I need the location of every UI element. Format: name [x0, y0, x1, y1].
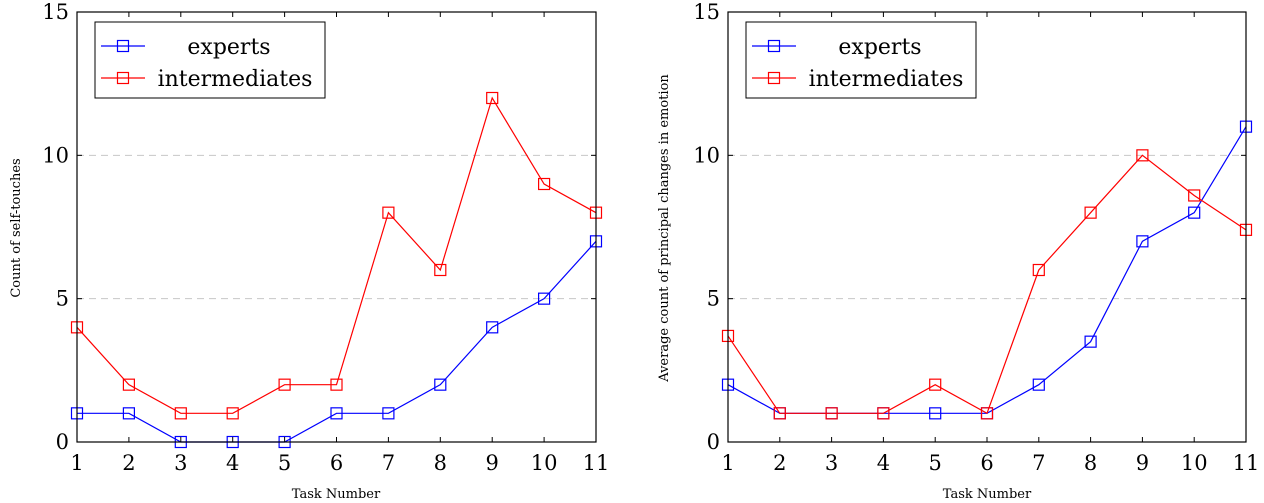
legend-label: experts [187, 35, 270, 60]
legend-marker [767, 39, 781, 53]
chart-emotion-changes: Task Number Average count of principal c… [657, 0, 1259, 502]
series-line-experts [727, 126, 1247, 414]
data-point [537, 292, 551, 305]
y-tick-label: 15 [42, 0, 69, 24]
x-tick-label: 4 [877, 451, 890, 475]
data-point [1188, 206, 1201, 219]
x-tick-label: 1 [70, 451, 83, 475]
x-tick-label: 10 [531, 451, 558, 475]
legend-marker [116, 39, 130, 53]
data-point [382, 206, 395, 219]
y-tick-label: 0 [56, 430, 69, 454]
x-tick-label: 3 [825, 451, 838, 475]
data-point [877, 407, 890, 420]
x-tick-label: 8 [434, 451, 447, 475]
data-point [122, 378, 136, 391]
x-tick-label: 5 [278, 451, 291, 475]
x-axis-label: Task Number [943, 487, 1032, 502]
y-tick-label: 5 [56, 287, 69, 311]
series-line-experts [77, 240, 597, 443]
legend-label: experts [838, 35, 921, 60]
y-axis-label: Count of self-touches [9, 158, 24, 297]
data-point [434, 263, 447, 277]
data-point [486, 91, 499, 105]
data-point [122, 407, 136, 420]
data-point [537, 177, 551, 191]
y-tick-label: 10 [693, 143, 720, 167]
y-tick-label: 0 [707, 430, 720, 454]
x-tick-label: 7 [382, 451, 395, 475]
x-tick-label: 5 [929, 451, 942, 475]
y-tick-label: 10 [42, 143, 69, 167]
x-tick-label: 2 [773, 451, 786, 475]
data-point [434, 378, 447, 391]
data-point [278, 378, 291, 391]
x-tick-label: 7 [1032, 451, 1045, 475]
data-point [929, 407, 942, 420]
data-point [174, 407, 187, 420]
x-axis-label: Task Number [292, 487, 381, 502]
x-tick-label: 11 [1233, 451, 1260, 475]
data-point [330, 378, 343, 391]
series-line-intermediates [727, 154, 1247, 415]
data-point [382, 407, 395, 420]
x-tick-label: 6 [330, 451, 343, 475]
series-line-intermediates [76, 96, 597, 414]
legend-label: intermediates [158, 67, 313, 92]
data-point [773, 407, 786, 420]
data-point [1188, 189, 1201, 202]
x-tick-label: 1 [721, 451, 734, 475]
data-point [226, 407, 239, 420]
y-tick-label: 5 [707, 287, 720, 311]
legend-marker [116, 71, 130, 85]
data-point [1084, 335, 1097, 348]
legend: experts intermediates [94, 21, 326, 99]
data-point [1084, 206, 1097, 219]
legend-box [94, 21, 326, 99]
x-tick-label: 11 [583, 451, 610, 475]
x-tick-label: 4 [226, 451, 239, 475]
data-point [1032, 263, 1045, 277]
data-point [929, 378, 942, 391]
x-tick-label: 2 [122, 451, 135, 475]
data-point [1136, 149, 1149, 162]
legend-marker [767, 71, 781, 85]
x-tick-label: 3 [174, 451, 187, 475]
data-point [1032, 378, 1045, 391]
data-point [1136, 235, 1149, 248]
data-point [825, 407, 838, 420]
legend-box [745, 21, 977, 99]
x-tick-label: 9 [1136, 451, 1149, 475]
y-tick-label: 15 [693, 0, 720, 24]
data-point [980, 407, 994, 420]
data-point [486, 321, 499, 334]
chart-self-touches: Task Number Count of self-touches 1 2 3 4 5 6… [9, 0, 609, 502]
legend-label: intermediates [809, 67, 964, 92]
y-axis-label: Average count of principal changes in em… [657, 74, 672, 383]
x-tick-label: 8 [1084, 451, 1097, 475]
x-tick-label: 9 [486, 451, 499, 475]
x-tick-label: 6 [980, 451, 993, 475]
x-tick-label: 10 [1181, 451, 1208, 475]
legend: experts intermediates [745, 21, 977, 99]
data-point [330, 407, 343, 420]
